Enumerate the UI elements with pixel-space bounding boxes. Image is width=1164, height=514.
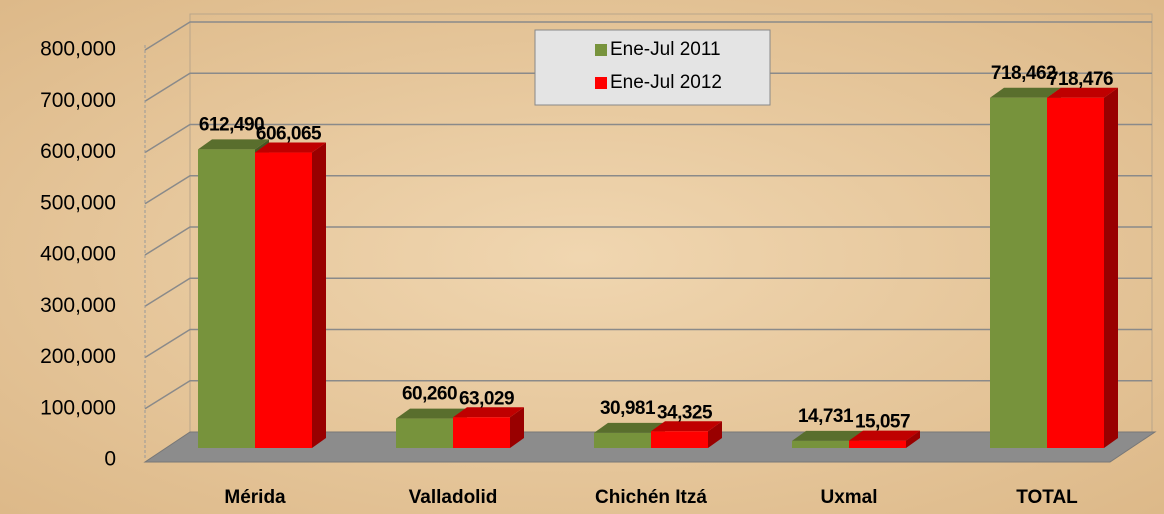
bar-top bbox=[594, 422, 665, 433]
y-tick-label: 600,000 bbox=[40, 140, 116, 163]
legend-label: Ene-Jul 2011 bbox=[610, 39, 721, 60]
bar-side bbox=[312, 142, 326, 448]
data-label: 30,981 bbox=[600, 398, 656, 419]
bar bbox=[990, 97, 1047, 448]
y-tick-label: 0 bbox=[104, 448, 116, 471]
legend-box bbox=[534, 29, 771, 106]
grid-line bbox=[144, 277, 1152, 307]
x-tick-label: TOTAL bbox=[1016, 487, 1078, 508]
bar-top bbox=[198, 139, 269, 150]
grid-line bbox=[144, 21, 1152, 51]
legend-swatch bbox=[595, 44, 607, 56]
bar bbox=[849, 440, 906, 448]
bar-side bbox=[510, 407, 524, 448]
bar-side bbox=[1104, 87, 1118, 448]
y-tick-label: 500,000 bbox=[40, 191, 116, 214]
x-tick-label: Chichén Itzá bbox=[595, 487, 707, 508]
y-tick-label: 700,000 bbox=[40, 89, 116, 112]
bar-top bbox=[1047, 87, 1118, 98]
bar-top bbox=[849, 430, 920, 441]
legend-label: Ene-Jul 2012 bbox=[610, 72, 722, 93]
data-label: 34,325 bbox=[657, 402, 713, 423]
x-tick-label: Mérida bbox=[224, 487, 286, 508]
bar bbox=[198, 149, 255, 448]
data-label: 63,029 bbox=[459, 388, 514, 409]
grid-line bbox=[144, 226, 1152, 256]
legend-swatch bbox=[595, 77, 607, 89]
y-tick-label: 100,000 bbox=[40, 396, 116, 419]
bar-top bbox=[651, 421, 722, 432]
bar-side bbox=[906, 430, 920, 448]
grid-line bbox=[144, 175, 1152, 205]
data-label: 60,260 bbox=[402, 384, 457, 405]
data-label: 15,057 bbox=[855, 412, 910, 433]
x-tick-label: Valladolid bbox=[409, 487, 498, 508]
bar-top bbox=[255, 142, 326, 153]
bar-top bbox=[453, 407, 524, 418]
bar-top bbox=[990, 87, 1061, 98]
bar bbox=[255, 152, 312, 448]
x-tick-label: Uxmal bbox=[820, 487, 877, 508]
bar-top bbox=[792, 430, 863, 441]
bar bbox=[1047, 97, 1104, 448]
data-label: 606,065 bbox=[256, 124, 322, 145]
data-label: 718,462 bbox=[991, 63, 1056, 84]
data-label: 612,490 bbox=[199, 114, 264, 135]
bar bbox=[396, 418, 453, 448]
grid-line bbox=[144, 123, 1152, 154]
bar bbox=[651, 431, 708, 448]
y-tick-label: 400,000 bbox=[40, 243, 116, 266]
y-tick-label: 300,000 bbox=[40, 294, 116, 317]
bar bbox=[792, 440, 849, 448]
data-label: 718,476 bbox=[1048, 69, 1113, 90]
grid-line bbox=[144, 328, 1152, 359]
bar-side bbox=[708, 421, 722, 448]
y-tick-label: 200,000 bbox=[40, 345, 116, 368]
bar-top bbox=[396, 408, 467, 419]
grid-line bbox=[144, 380, 1152, 410]
grid-line bbox=[144, 72, 1152, 102]
data-label: 14,731 bbox=[798, 406, 854, 427]
bar bbox=[453, 417, 510, 448]
y-tick-label: 800,000 bbox=[40, 38, 116, 61]
bar bbox=[594, 432, 651, 448]
